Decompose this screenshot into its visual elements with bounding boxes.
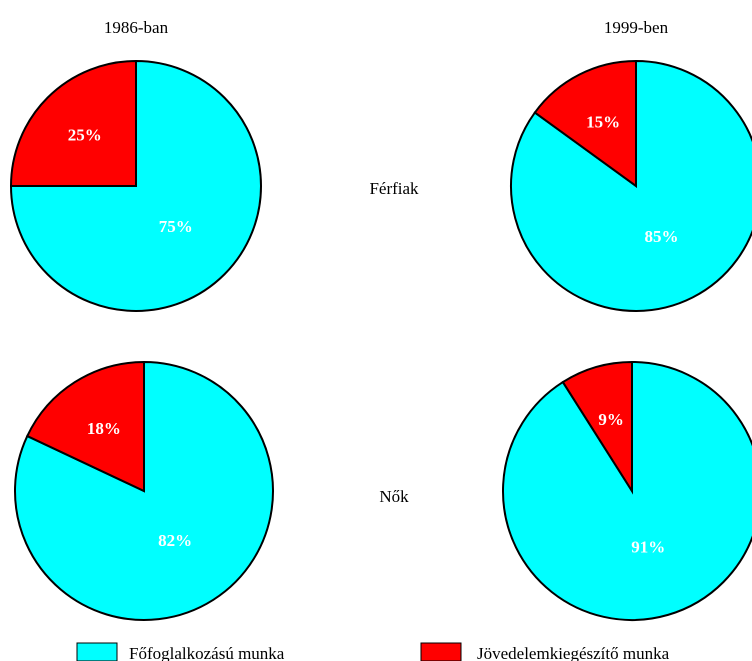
pie-slice-ferfiak-1986-ban-jovedelemkiegeszito: [9, 59, 137, 187]
pies: 25% 75% 15% 85% 18% 82% 9% 91%: [9, 59, 752, 621]
pie-slice-ferfiak-1986-ban-fofoglalkozasu: [9, 59, 262, 312]
pie-label-ferfiak-1999-ben-fofoglalkozasu: 85%: [645, 227, 679, 246]
legend-swatch-jovedelemkiegeszito: [420, 642, 462, 661]
pie-label-ferfiak-1999-ben-jovedelemkiegeszito: 15%: [586, 112, 620, 131]
legend-swatch-fofoglalkozasu: [76, 642, 118, 661]
pie-slice-nok-1999-ben-jovedelemkiegeszito: [561, 360, 633, 495]
row-label-nok: Nők: [379, 487, 409, 506]
pie-label-ferfiak-1986-ban-fofoglalkozasu: 75%: [159, 217, 193, 236]
pie-label-nok-1999-ben-fofoglalkozasu: 91%: [631, 538, 665, 557]
legend: Főfoglalkozású munka Jövedelemkiegészítő…: [76, 642, 670, 661]
pie-label-nok-1986-ban-jovedelemkiegeszito: 18%: [87, 419, 121, 438]
pie-slice-nok-1986-ban-jovedelemkiegeszito: [25, 360, 145, 493]
row-label-ferfiak: Férfiak: [369, 179, 419, 198]
pie-slice-nok-1999-ben-fofoglalkozasu: [502, 360, 752, 621]
pie-label-nok-1999-ben-jovedelemkiegeszito: 9%: [598, 410, 624, 429]
column-title-1986: 1986-ban: [104, 18, 169, 37]
pie-label-ferfiak-1986-ban-jovedelemkiegeszito: 25%: [68, 126, 102, 145]
legend-label-jovedelemkiegeszito: Jövedelemkiegészítő munka: [477, 644, 670, 661]
legend-label-fofoglalkozasu: Főfoglalkozású munka: [129, 644, 285, 661]
pie-slice-nok-1986-ban-fofoglalkozasu: [14, 360, 274, 621]
pie-slice-ferfiak-1999-ben-fofoglalkozasu: [510, 59, 752, 312]
pie-label-nok-1986-ban-fofoglalkozasu: 82%: [158, 531, 192, 550]
column-title-1999: 1999-ben: [604, 18, 669, 37]
pie-slice-ferfiak-1999-ben-jovedelemkiegeszito: [533, 59, 637, 188]
